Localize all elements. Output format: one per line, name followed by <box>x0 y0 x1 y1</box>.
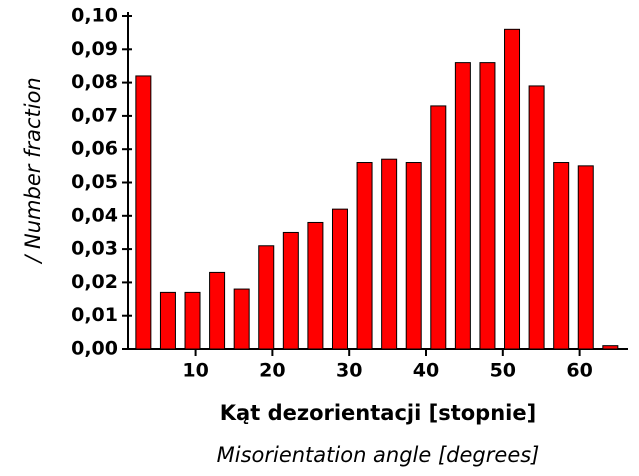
x-tick-label: 20 <box>259 360 285 382</box>
y-tick-label: 0,05 <box>71 171 118 193</box>
y-tick-label: 0,08 <box>71 71 118 93</box>
bar <box>405 162 422 350</box>
bar <box>331 208 348 350</box>
y-tick-label: 0,04 <box>71 204 118 226</box>
bar <box>553 162 570 350</box>
bar <box>209 271 226 350</box>
bar <box>184 291 201 350</box>
y-tick-label: 0,03 <box>71 238 118 260</box>
bar <box>282 231 299 350</box>
y-tick-label: 0,07 <box>71 104 118 126</box>
bar <box>381 158 398 350</box>
bar <box>135 75 152 350</box>
bar <box>454 62 471 350</box>
y-tick-label: 0,02 <box>71 271 118 293</box>
bar <box>307 221 324 350</box>
bar <box>159 291 176 350</box>
bar <box>602 345 619 350</box>
y-tick-label: 0,06 <box>71 138 118 160</box>
bar <box>233 288 250 350</box>
x-tick-label: 30 <box>336 360 362 382</box>
x-tick-label: 40 <box>413 360 439 382</box>
y-tick-label: 0,00 <box>71 338 118 360</box>
bar <box>528 85 545 350</box>
x-axis-label: Kąt dezorientacji [stopnie] <box>220 401 536 425</box>
y-tick-label: 0,09 <box>71 38 118 60</box>
x-tick-label: 50 <box>490 360 516 382</box>
bar <box>479 62 496 350</box>
x-tick-label: 60 <box>566 360 592 382</box>
x-tick-label: 10 <box>182 360 208 382</box>
bar <box>430 105 447 350</box>
bar <box>258 245 275 350</box>
x-axis-label-2: Misorientation angle [degrees] <box>217 443 540 467</box>
y-axis-label: / Number fraction <box>21 77 45 264</box>
bar <box>577 165 594 350</box>
y-tick-label: 0,01 <box>71 304 118 326</box>
bar <box>504 28 521 350</box>
y-tick-label: 0,10 <box>71 5 118 27</box>
bar <box>356 162 373 350</box>
